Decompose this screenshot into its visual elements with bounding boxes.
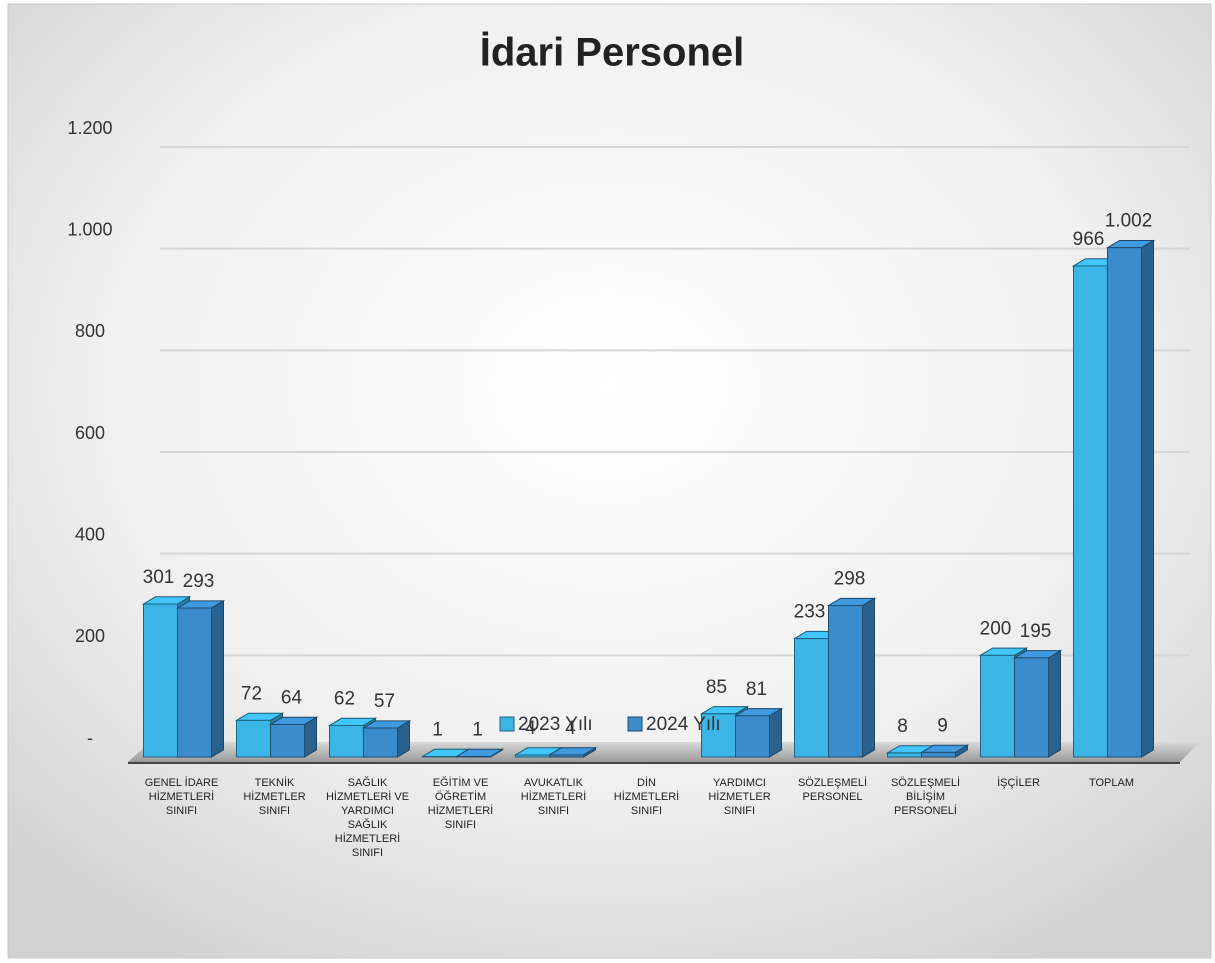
x-tick-label: SÖZLEŞMELİ BİLİŞİM PERSONELİ xyxy=(890,777,961,817)
x-tick-label: TOPLAM xyxy=(1088,777,1135,789)
bar xyxy=(1014,657,1049,758)
bar xyxy=(735,715,770,758)
bar xyxy=(887,752,922,758)
data-label: 233 xyxy=(794,602,826,623)
bar-side xyxy=(769,707,782,758)
data-label: 4 xyxy=(565,718,576,739)
data-label: 9 xyxy=(937,715,948,736)
data-label: 1 xyxy=(472,720,483,741)
y-tick-label: 1.200 xyxy=(67,118,112,138)
bar xyxy=(422,755,457,758)
bar xyxy=(794,638,829,758)
x-tick-label: TEKNİK HİZMETLER SINIFI xyxy=(243,777,306,817)
data-label: 4 xyxy=(525,718,536,739)
bar xyxy=(549,754,584,758)
y-tick-label: 600 xyxy=(75,423,105,443)
y-tick-label: 800 xyxy=(75,321,105,341)
legend-swatch xyxy=(499,716,515,732)
bar xyxy=(980,654,1015,758)
x-tick-label: YARDIMCI HİZMETLER SINIFI xyxy=(708,777,771,817)
bar xyxy=(1073,265,1108,758)
bar xyxy=(1107,247,1142,758)
data-label: 85 xyxy=(706,677,727,698)
bar xyxy=(143,603,178,758)
bar xyxy=(329,724,364,758)
bar xyxy=(177,607,212,758)
data-label: 62 xyxy=(334,688,355,709)
y-tick-label: 400 xyxy=(75,524,105,544)
bar xyxy=(363,727,398,758)
data-label: 57 xyxy=(374,691,395,712)
x-tick-label: SÖZLEŞMELİ PERSONEL xyxy=(797,777,868,803)
data-label: 72 xyxy=(241,683,262,704)
chart-title: İdari Personel xyxy=(480,31,745,75)
y-tick-label: - xyxy=(87,728,93,748)
bar-side xyxy=(862,597,875,758)
legend-label: 2024 Yılı xyxy=(646,714,721,735)
x-tick-label: GENEL İDARE HİZMETLERİ SINIFI xyxy=(144,777,219,817)
bar xyxy=(828,605,863,758)
data-label: 200 xyxy=(980,618,1012,639)
data-label: 298 xyxy=(834,569,866,590)
data-label: 81 xyxy=(746,679,767,700)
data-label: 8 xyxy=(897,716,908,737)
data-label: 966 xyxy=(1073,229,1105,250)
bar xyxy=(236,719,271,758)
bar xyxy=(515,754,550,758)
bar xyxy=(270,723,305,758)
y-tick-label: 200 xyxy=(75,626,105,646)
bar xyxy=(456,755,491,758)
bar-side xyxy=(1048,649,1061,758)
bar-side xyxy=(211,599,224,758)
x-tick-label: SAĞLIK HİZMETLERİ VE YARDIMCI SAĞLIK HİZ… xyxy=(325,777,410,859)
bar-side xyxy=(1141,239,1154,758)
bar xyxy=(921,751,956,758)
x-tick-label: İŞÇİLER xyxy=(997,777,1040,789)
data-label: 293 xyxy=(183,571,215,592)
data-label: 301 xyxy=(143,567,175,588)
legend-label: 2023 Yılı xyxy=(518,714,593,735)
data-label: 1.002 xyxy=(1105,211,1153,232)
x-tick-label: DİN HİZMETLERİ SINIFI xyxy=(613,777,680,817)
data-label: 195 xyxy=(1020,621,1052,642)
x-tick-label: AVUKATLIK HİZMETLERİ SINIFI xyxy=(520,777,587,817)
data-label: 64 xyxy=(281,687,303,708)
legend-swatch xyxy=(627,716,643,732)
x-tick-label: EĞİTİM VE ÖĞRETİM HİZMETLERİ SINIFI xyxy=(427,777,494,831)
y-tick-label: 1.000 xyxy=(67,219,112,239)
background xyxy=(7,3,1212,959)
data-label: 1 xyxy=(432,720,443,741)
